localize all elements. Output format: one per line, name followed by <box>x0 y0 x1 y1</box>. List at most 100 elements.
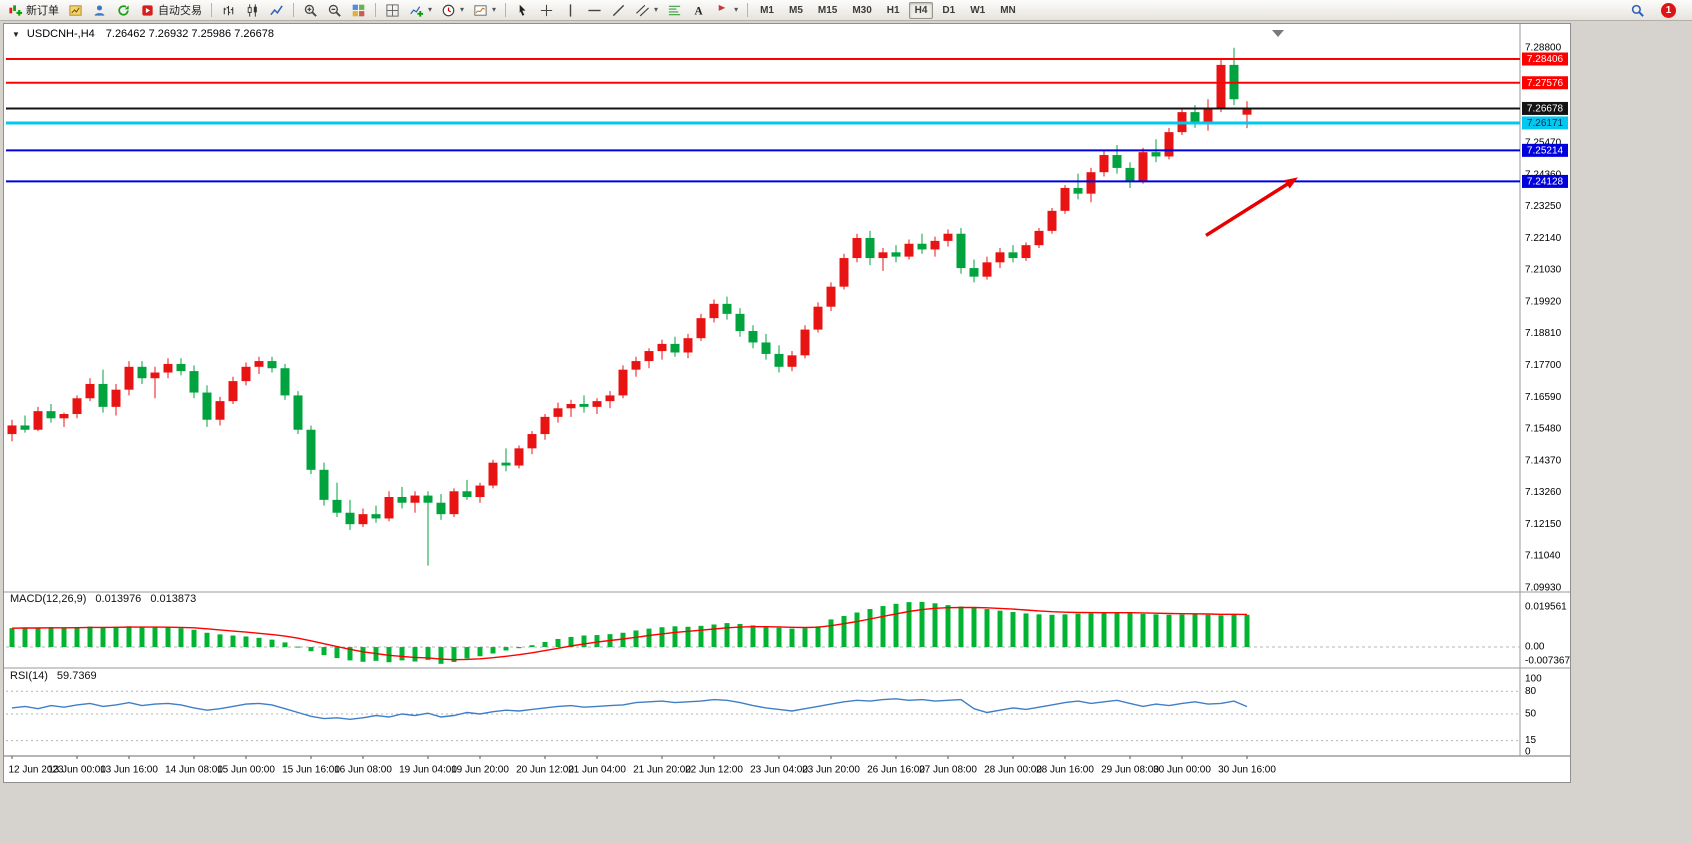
bar-chart-button[interactable] <box>217 0 240 20</box>
indicators-button[interactable]: ▾ <box>405 0 436 20</box>
new-order-icon <box>8 3 23 18</box>
notification-badge: 1 <box>1661 2 1676 18</box>
svg-text:29 Jun 08:00: 29 Jun 08:00 <box>1101 765 1159 776</box>
collapse-objects-icon[interactable]: ▼ <box>12 29 20 39</box>
new-chart-button[interactable] <box>64 0 87 20</box>
search-button[interactable] <box>1626 0 1649 20</box>
chart-canvas[interactable]: 7.288007.265807.254707.243607.232507.221… <box>4 24 1570 782</box>
svg-text:A: A <box>695 5 704 17</box>
svg-text:0.00: 0.00 <box>1525 642 1545 653</box>
candlestick-icon <box>245 3 260 18</box>
timeframe-mn[interactable]: MN <box>1000 4 1016 16</box>
toolbar-separator <box>293 3 294 17</box>
tile-windows-button[interactable] <box>347 0 370 20</box>
svg-text:19 Jun 20:00: 19 Jun 20:00 <box>451 765 509 776</box>
toolbar-right-group: 1 <box>1626 0 1688 20</box>
svg-text:7.09930: 7.09930 <box>1525 582 1562 593</box>
svg-text:-0.007367: -0.007367 <box>1525 656 1570 667</box>
timeframe-d1[interactable]: D1 <box>942 4 956 16</box>
svg-text:28 Jun 16:00: 28 Jun 16:00 <box>1036 765 1094 776</box>
templates-icon <box>473 3 488 18</box>
svg-text:13 Jun 16:00: 13 Jun 16:00 <box>100 765 158 776</box>
svg-text:7.16590: 7.16590 <box>1525 392 1562 403</box>
horizontal-line-button[interactable] <box>583 0 606 20</box>
chart-shift-marker-icon[interactable] <box>1272 30 1284 37</box>
svg-text:7.12150: 7.12150 <box>1525 519 1562 530</box>
toolbar-separator <box>747 3 749 17</box>
svg-text:0: 0 <box>1525 747 1531 758</box>
channel-icon <box>635 3 650 18</box>
new-chart-icon <box>68 3 83 18</box>
line-chart-button[interactable] <box>265 0 288 20</box>
text-button[interactable]: A <box>687 0 710 20</box>
svg-text:7.27576: 7.27576 <box>1527 78 1564 89</box>
candlestick-button[interactable] <box>241 0 264 20</box>
svg-text:7.24128: 7.24128 <box>1527 177 1564 188</box>
timeframe-m15[interactable]: M15 <box>817 4 838 16</box>
pane-separators <box>4 24 1570 757</box>
chart-window: 7.288007.265807.254707.243607.232507.221… <box>3 23 1571 783</box>
svg-text:0.019561: 0.019561 <box>1525 602 1567 613</box>
arrow-label-button[interactable]: ▾ <box>711 0 742 20</box>
data-window-button[interactable] <box>112 0 135 20</box>
fibonacci-button[interactable] <box>663 0 686 20</box>
svg-text:14 Jun 08:00: 14 Jun 08:00 <box>165 765 223 776</box>
svg-text:23 Jun 04:00: 23 Jun 04:00 <box>750 765 808 776</box>
toolbar: 新订单 自动交易 ▾ ▾ ▾ ▾ A ▾ M1 M5 M15 M30 H1 H4 D1 W1 MN 1 <box>0 0 1692 21</box>
zoom-in-button[interactable] <box>299 0 322 20</box>
timeframe-m30[interactable]: M30 <box>852 4 872 16</box>
svg-text:7.28800: 7.28800 <box>1525 42 1562 53</box>
text-icon: A <box>691 3 706 18</box>
toolbar-separator <box>375 3 376 17</box>
price-badge <box>1522 143 1568 157</box>
svg-text:7.21030: 7.21030 <box>1525 265 1562 276</box>
crosshair-icon <box>539 3 554 18</box>
chevron-down-icon: ▾ <box>734 5 739 14</box>
svg-text:23 Jun 20:00: 23 Jun 20:00 <box>802 765 860 776</box>
channel-button[interactable]: ▾ <box>631 0 662 20</box>
chevron-down-icon: ▾ <box>492 5 497 14</box>
svg-text:7.15480: 7.15480 <box>1525 424 1562 435</box>
svg-text:26 Jun 16:00: 26 Jun 16:00 <box>867 765 925 776</box>
crosshair-button[interactable] <box>535 0 558 20</box>
svg-text:16 Jun 08:00: 16 Jun 08:00 <box>334 765 392 776</box>
price-badges: 7.28406 7.27576 7.26678 7.26171 7.25214 7.241… <box>1522 52 1568 188</box>
svg-text:7.18810: 7.18810 <box>1525 328 1562 339</box>
svg-text:13 Jun 00:00: 13 Jun 00:00 <box>48 765 106 776</box>
chevron-down-icon: ▾ <box>654 5 659 14</box>
timeframe-w1[interactable]: W1 <box>970 4 986 16</box>
periods-button[interactable]: ▾ <box>437 0 468 20</box>
svg-text:7.14370: 7.14370 <box>1525 455 1562 466</box>
price-badge <box>1522 116 1568 130</box>
notifications-button[interactable]: 1 <box>1657 0 1680 20</box>
trendline-icon <box>611 3 626 18</box>
profiles-button[interactable] <box>88 0 111 20</box>
svg-text:80: 80 <box>1525 686 1537 697</box>
zoom-out-button[interactable] <box>323 0 346 20</box>
toolbar-separator <box>505 3 507 17</box>
new-order-button[interactable]: 新订单 <box>4 0 63 20</box>
timeframe-m5[interactable]: M5 <box>788 4 803 16</box>
trendline-button[interactable] <box>607 0 630 20</box>
periods-icon <box>441 3 456 18</box>
templates-button[interactable]: ▾ <box>469 0 500 20</box>
auto-arrange-button[interactable] <box>381 0 404 20</box>
svg-text:7.13260: 7.13260 <box>1525 487 1562 498</box>
cursor-button[interactable] <box>511 0 534 20</box>
svg-text:50: 50 <box>1525 709 1537 720</box>
svg-text:7.28406: 7.28406 <box>1527 54 1564 65</box>
svg-text:7.25214: 7.25214 <box>1527 145 1564 156</box>
svg-text:20 Jun 12:00: 20 Jun 12:00 <box>516 765 574 776</box>
vertical-line-button[interactable] <box>559 0 582 20</box>
svg-text:100: 100 <box>1525 674 1542 685</box>
svg-text:30 Jun 16:00: 30 Jun 16:00 <box>1218 765 1276 776</box>
svg-text:7.23250: 7.23250 <box>1525 201 1562 212</box>
timeframe-m1[interactable]: M1 <box>760 4 774 16</box>
timeframe-h1[interactable]: H1 <box>886 4 900 16</box>
horizontal-lines <box>6 57 1520 183</box>
timeframe-h4[interactable]: H4 <box>908 1 934 19</box>
svg-text:22 Jun 12:00: 22 Jun 12:00 <box>685 765 743 776</box>
autotrading-button[interactable]: 自动交易 <box>136 0 206 20</box>
